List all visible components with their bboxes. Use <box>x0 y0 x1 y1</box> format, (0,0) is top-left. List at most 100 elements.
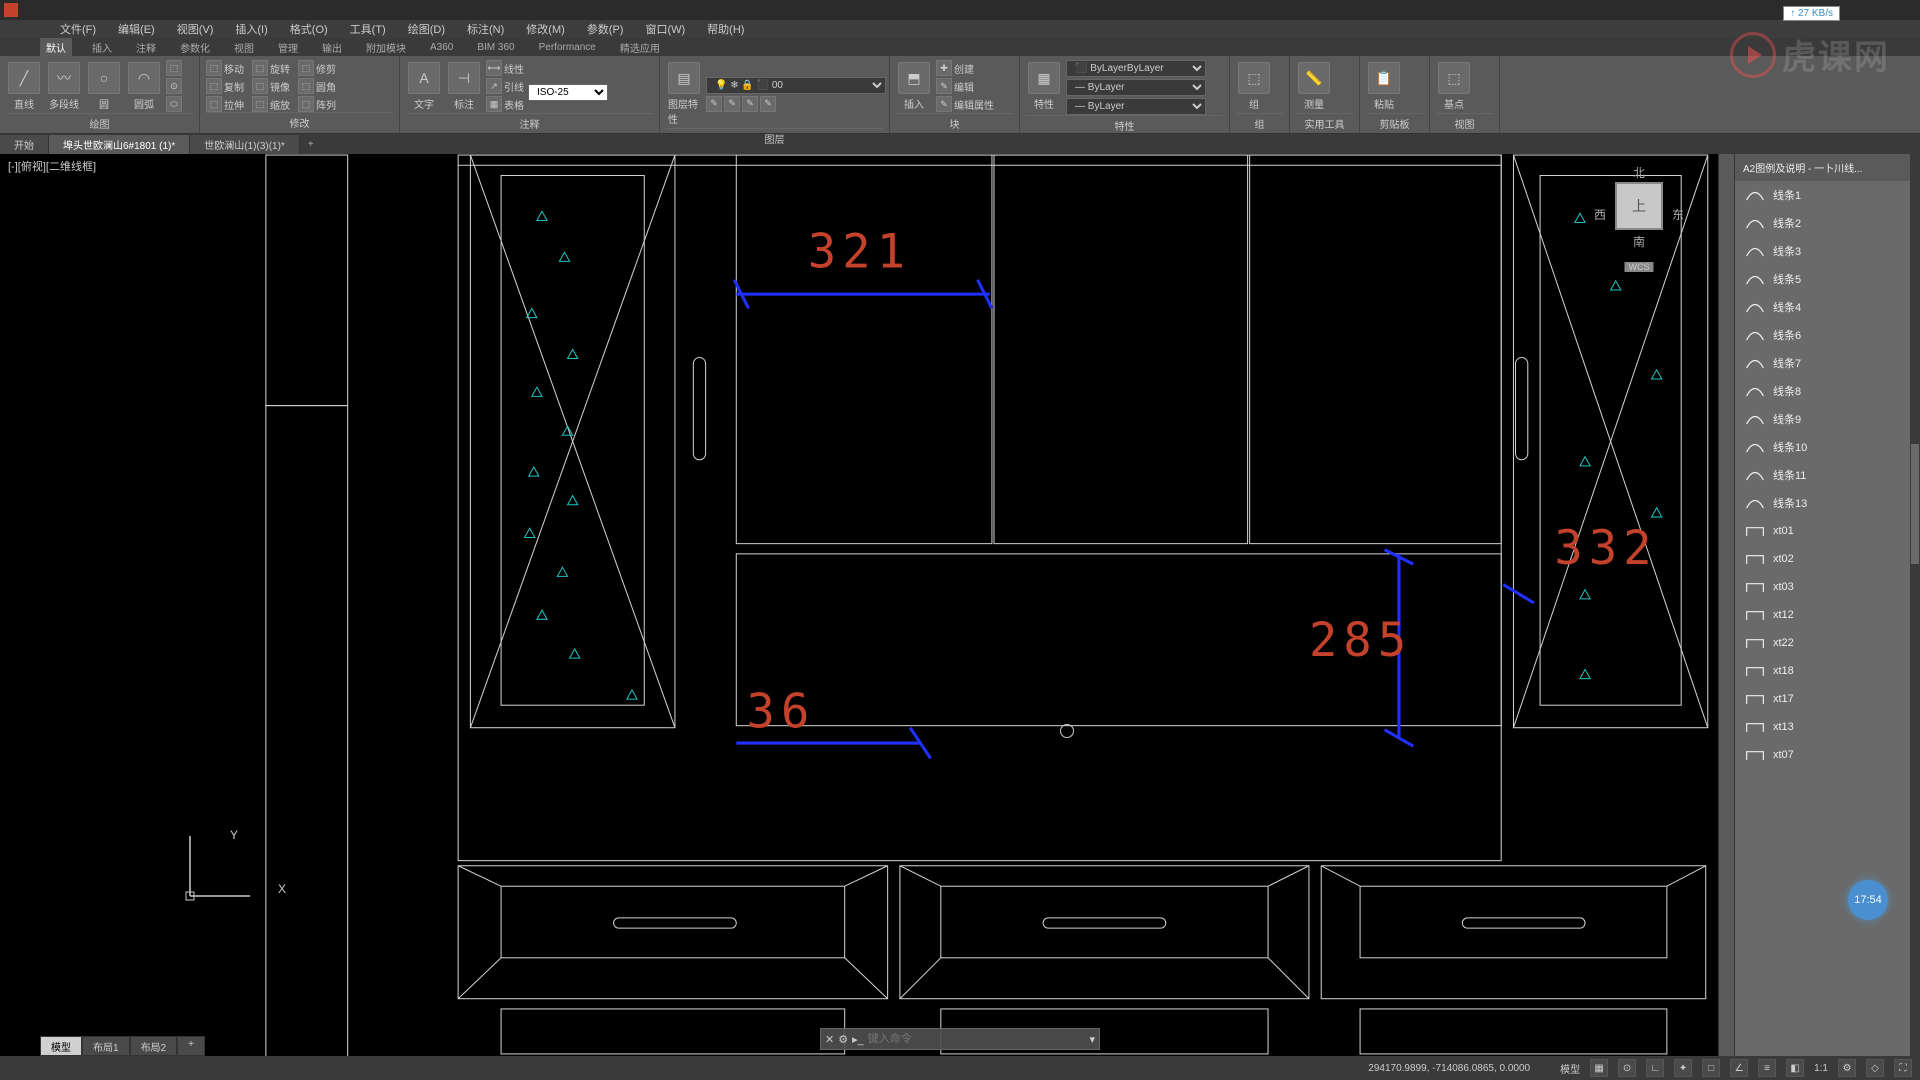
palette-item[interactable]: xt01 <box>1735 517 1920 545</box>
palette-item[interactable]: 线条8 <box>1735 377 1920 405</box>
ortho-icon[interactable]: ∟ <box>1646 1059 1664 1077</box>
layerprops-button[interactable]: ▤图层特性 <box>666 60 702 128</box>
lw-icon[interactable]: ≡ <box>1758 1059 1776 1077</box>
dim-button[interactable]: ⊣标注 <box>446 60 482 113</box>
palette-item[interactable]: xt03 <box>1735 573 1920 601</box>
circle-button[interactable]: ○圆 <box>86 60 122 113</box>
osnap-icon[interactable]: □ <box>1702 1059 1720 1077</box>
menu-item[interactable]: 视图(V) <box>177 21 214 37</box>
layer-sm4[interactable]: ✎ <box>760 96 776 112</box>
block-attr[interactable]: ✎编辑属性 <box>936 96 994 112</box>
palette-item[interactable]: xt02 <box>1735 545 1920 573</box>
arc-button[interactable]: ◠圆弧 <box>126 60 162 113</box>
base-button[interactable]: ⬚基点 <box>1436 60 1472 113</box>
add-layout-button[interactable]: + <box>177 1036 205 1056</box>
color-combo[interactable]: ⬛ ByLayerByLayer <box>1066 60 1206 77</box>
drawing-canvas[interactable]: [-][俯视][二维线框] <box>0 154 1718 1056</box>
menu-item[interactable]: 窗口(W) <box>645 21 685 37</box>
otrack-icon[interactable]: ∠ <box>1730 1059 1748 1077</box>
palette-item[interactable]: 线条2 <box>1735 209 1920 237</box>
draw-sm2[interactable]: ⊙ <box>166 78 182 94</box>
annot-table[interactable]: ▦表格 <box>486 96 524 112</box>
grid-icon[interactable]: ▦ <box>1590 1059 1608 1077</box>
ribbon-tab[interactable]: 参数化 <box>176 38 214 57</box>
menu-item[interactable]: 绘图(D) <box>408 21 445 37</box>
palette-item[interactable]: xt07 <box>1735 741 1920 769</box>
palette-item[interactable]: xt18 <box>1735 657 1920 685</box>
polyline-button[interactable]: 〰多段线 <box>46 60 82 113</box>
layout-tab[interactable]: 布局2 <box>130 1036 178 1056</box>
layout-tab[interactable]: 模型 <box>40 1036 82 1056</box>
ribbon-tab[interactable]: 精选应用 <box>616 38 664 57</box>
layer-combo[interactable]: 💡 ❄ 🔒 ⬛ 00 <box>706 77 886 94</box>
palette-item[interactable]: 线条5 <box>1735 265 1920 293</box>
scrollbar[interactable] <box>1910 154 1920 1056</box>
viewcube[interactable]: 北 南 西 东 上 WCS <box>1594 164 1684 274</box>
ribbon-tab[interactable]: 视图 <box>230 38 258 57</box>
file-tab[interactable]: 埠头世欧澜山6#1801 (1)* <box>49 135 190 154</box>
viewcube-face[interactable]: 上 <box>1615 182 1663 230</box>
block-edit[interactable]: ✎编辑 <box>936 78 994 94</box>
block-create[interactable]: ✚创建 <box>936 60 994 76</box>
palette-item[interactable]: 线条3 <box>1735 237 1920 265</box>
menu-item[interactable]: 标注(N) <box>467 21 504 37</box>
palette-item[interactable]: 线条6 <box>1735 321 1920 349</box>
menu-item[interactable]: 格式(O) <box>290 21 328 37</box>
measure-button[interactable]: 📏测量 <box>1296 60 1332 113</box>
ribbon-tab[interactable]: 附加模块 <box>362 38 410 57</box>
palette-item[interactable]: 线条7 <box>1735 349 1920 377</box>
text-button[interactable]: A文字 <box>406 60 442 113</box>
props-button[interactable]: ▦特性 <box>1026 60 1062 113</box>
ribbon-tab[interactable]: 管理 <box>274 38 302 57</box>
layout-tab[interactable]: 布局1 <box>82 1036 130 1056</box>
ribbon-tab[interactable]: 默认 <box>40 38 72 57</box>
palette-item[interactable]: xt17 <box>1735 685 1920 713</box>
polar-icon[interactable]: ✦ <box>1674 1059 1692 1077</box>
snap-icon[interactable]: ⊙ <box>1618 1059 1636 1077</box>
menu-item[interactable]: 帮助(H) <box>707 21 744 37</box>
ribbon-tab[interactable]: A360 <box>426 40 457 55</box>
gear-icon[interactable]: ⚙ <box>1838 1059 1856 1077</box>
palette-item[interactable]: xt12 <box>1735 601 1920 629</box>
menu-item[interactable]: 参数(P) <box>587 21 624 37</box>
layer-sm2[interactable]: ✎ <box>724 96 740 112</box>
menu-item[interactable]: 插入(I) <box>235 21 267 37</box>
insert-button[interactable]: ⬒插入 <box>896 60 932 113</box>
palette-item[interactable]: 线条1 <box>1735 181 1920 209</box>
lw-combo[interactable]: — ByLayer <box>1066 79 1206 96</box>
ribbon-tab[interactable]: 注释 <box>132 38 160 57</box>
ribbon-tab[interactable]: BIM 360 <box>473 40 518 55</box>
palette-item[interactable]: 线条10 <box>1735 433 1920 461</box>
paste-button[interactable]: 📋粘贴 <box>1366 60 1402 113</box>
command-input[interactable] <box>868 1033 1086 1045</box>
line-button[interactable]: ╱直线 <box>6 60 42 113</box>
palette-item[interactable]: 线条4 <box>1735 293 1920 321</box>
palette-item[interactable]: 线条11 <box>1735 461 1920 489</box>
scale-readout[interactable]: 1:1 <box>1814 1063 1828 1074</box>
menu-item[interactable]: 修改(M) <box>526 21 565 37</box>
new-tab-button[interactable]: + <box>300 137 322 152</box>
layer-sm3[interactable]: ✎ <box>742 96 758 112</box>
lt-combo[interactable]: — ByLayer <box>1066 98 1206 115</box>
file-tab[interactable]: 开始 <box>0 135 49 154</box>
cmd-close-icon[interactable]: ✕ <box>825 1033 834 1046</box>
menu-item[interactable]: 工具(T) <box>350 21 386 37</box>
cmd-opts-icon[interactable]: ⚙ <box>838 1033 848 1046</box>
layer-sm1[interactable]: ✎ <box>706 96 722 112</box>
iso-icon[interactable]: ◇ <box>1866 1059 1884 1077</box>
palette-item[interactable]: xt22 <box>1735 629 1920 657</box>
palette-item[interactable]: 线条13 <box>1735 489 1920 517</box>
ribbon-tab[interactable]: 输出 <box>318 38 346 57</box>
palette-item[interactable]: 线条9 <box>1735 405 1920 433</box>
fullscreen-icon[interactable]: ⛶ <box>1894 1059 1912 1077</box>
dimstyle-combo[interactable]: ISO-25 <box>528 84 608 101</box>
menu-item[interactable]: 编辑(E) <box>118 21 155 37</box>
ribbon-tab[interactable]: Performance <box>535 40 600 55</box>
transp-icon[interactable]: ◧ <box>1786 1059 1804 1077</box>
palette-item[interactable]: xt13 <box>1735 713 1920 741</box>
ribbon-tab[interactable]: 插入 <box>88 38 116 57</box>
draw-sm3[interactable]: ⬭ <box>166 96 182 112</box>
annot-leader[interactable]: ↗引线 <box>486 78 524 94</box>
command-line[interactable]: ✕ ⚙ ▸_ ▾ <box>820 1028 1100 1050</box>
menu-item[interactable]: 文件(F) <box>60 21 96 37</box>
